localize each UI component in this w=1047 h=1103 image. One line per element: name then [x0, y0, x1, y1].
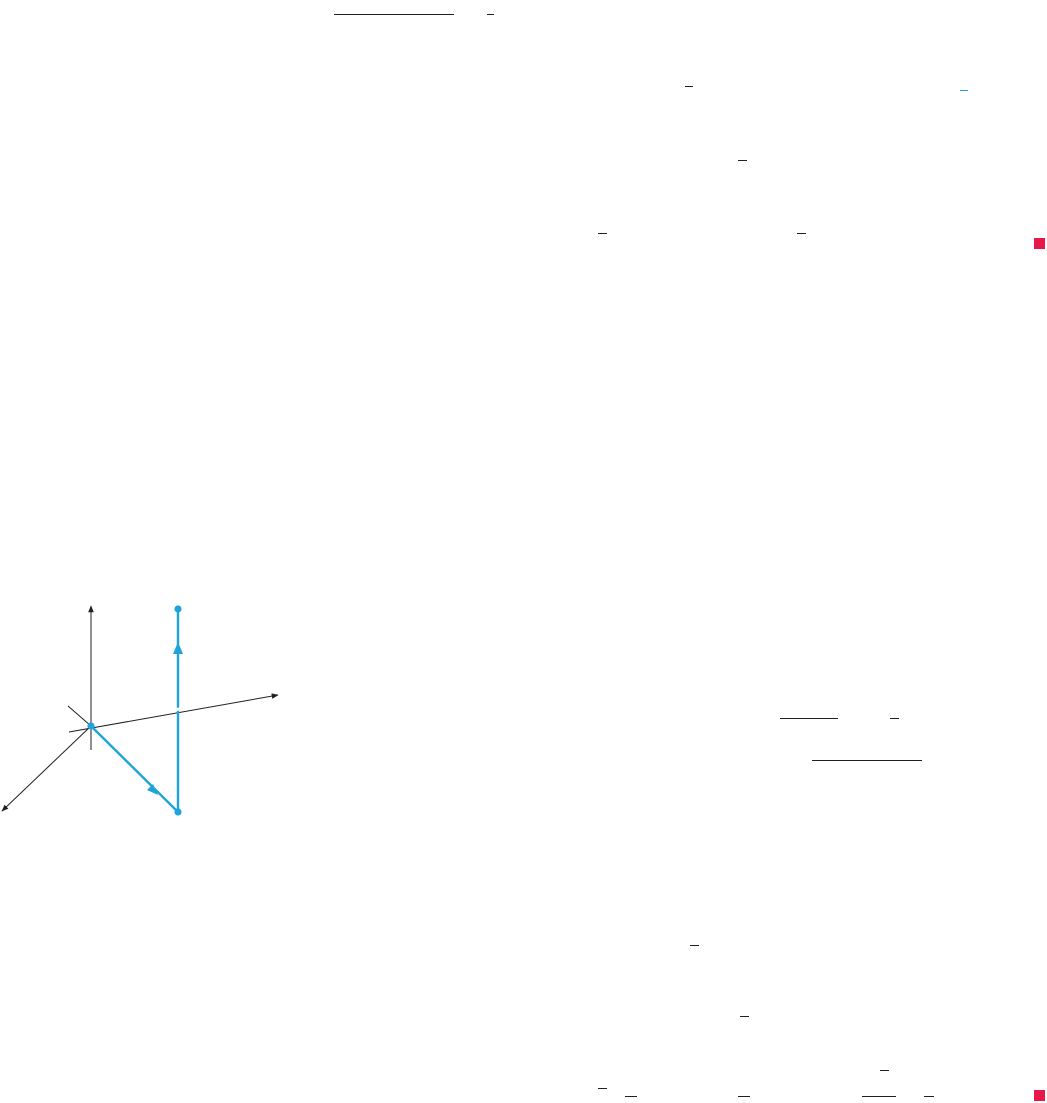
end-of-solution-mark: [1034, 1090, 1045, 1101]
overbar: [690, 945, 699, 946]
x-axis-back: [67, 705, 92, 727]
fraction-bar: [812, 760, 922, 761]
path-end-point: [174, 605, 182, 613]
y-axis: [68, 693, 279, 733]
overbar: [924, 1096, 934, 1097]
overbar: [738, 160, 747, 161]
path-figure: [1, 605, 279, 816]
overbar: [797, 233, 806, 234]
fraction-bar: [334, 14, 454, 15]
overbar: [685, 86, 693, 87]
overbar: [625, 1096, 637, 1097]
fraction-bar: [780, 718, 838, 719]
overbar: [890, 718, 899, 719]
x-axis: [1, 725, 92, 812]
path-start-point: [87, 722, 95, 730]
overbar: [738, 1096, 750, 1097]
overbar: [598, 1088, 607, 1089]
direction-arrow-icon: [173, 642, 183, 654]
overbar: [740, 1016, 749, 1017]
overbar: [960, 90, 968, 91]
overbar: [487, 14, 494, 15]
path-segment-c1: [90, 725, 179, 813]
end-of-solution-mark: [1034, 238, 1045, 249]
path-corner-point: [174, 808, 182, 816]
overbar: [880, 1070, 889, 1071]
fraction-bar: [862, 1096, 896, 1097]
overbar: [598, 233, 607, 234]
direction-arrow-icon: [147, 784, 158, 795]
